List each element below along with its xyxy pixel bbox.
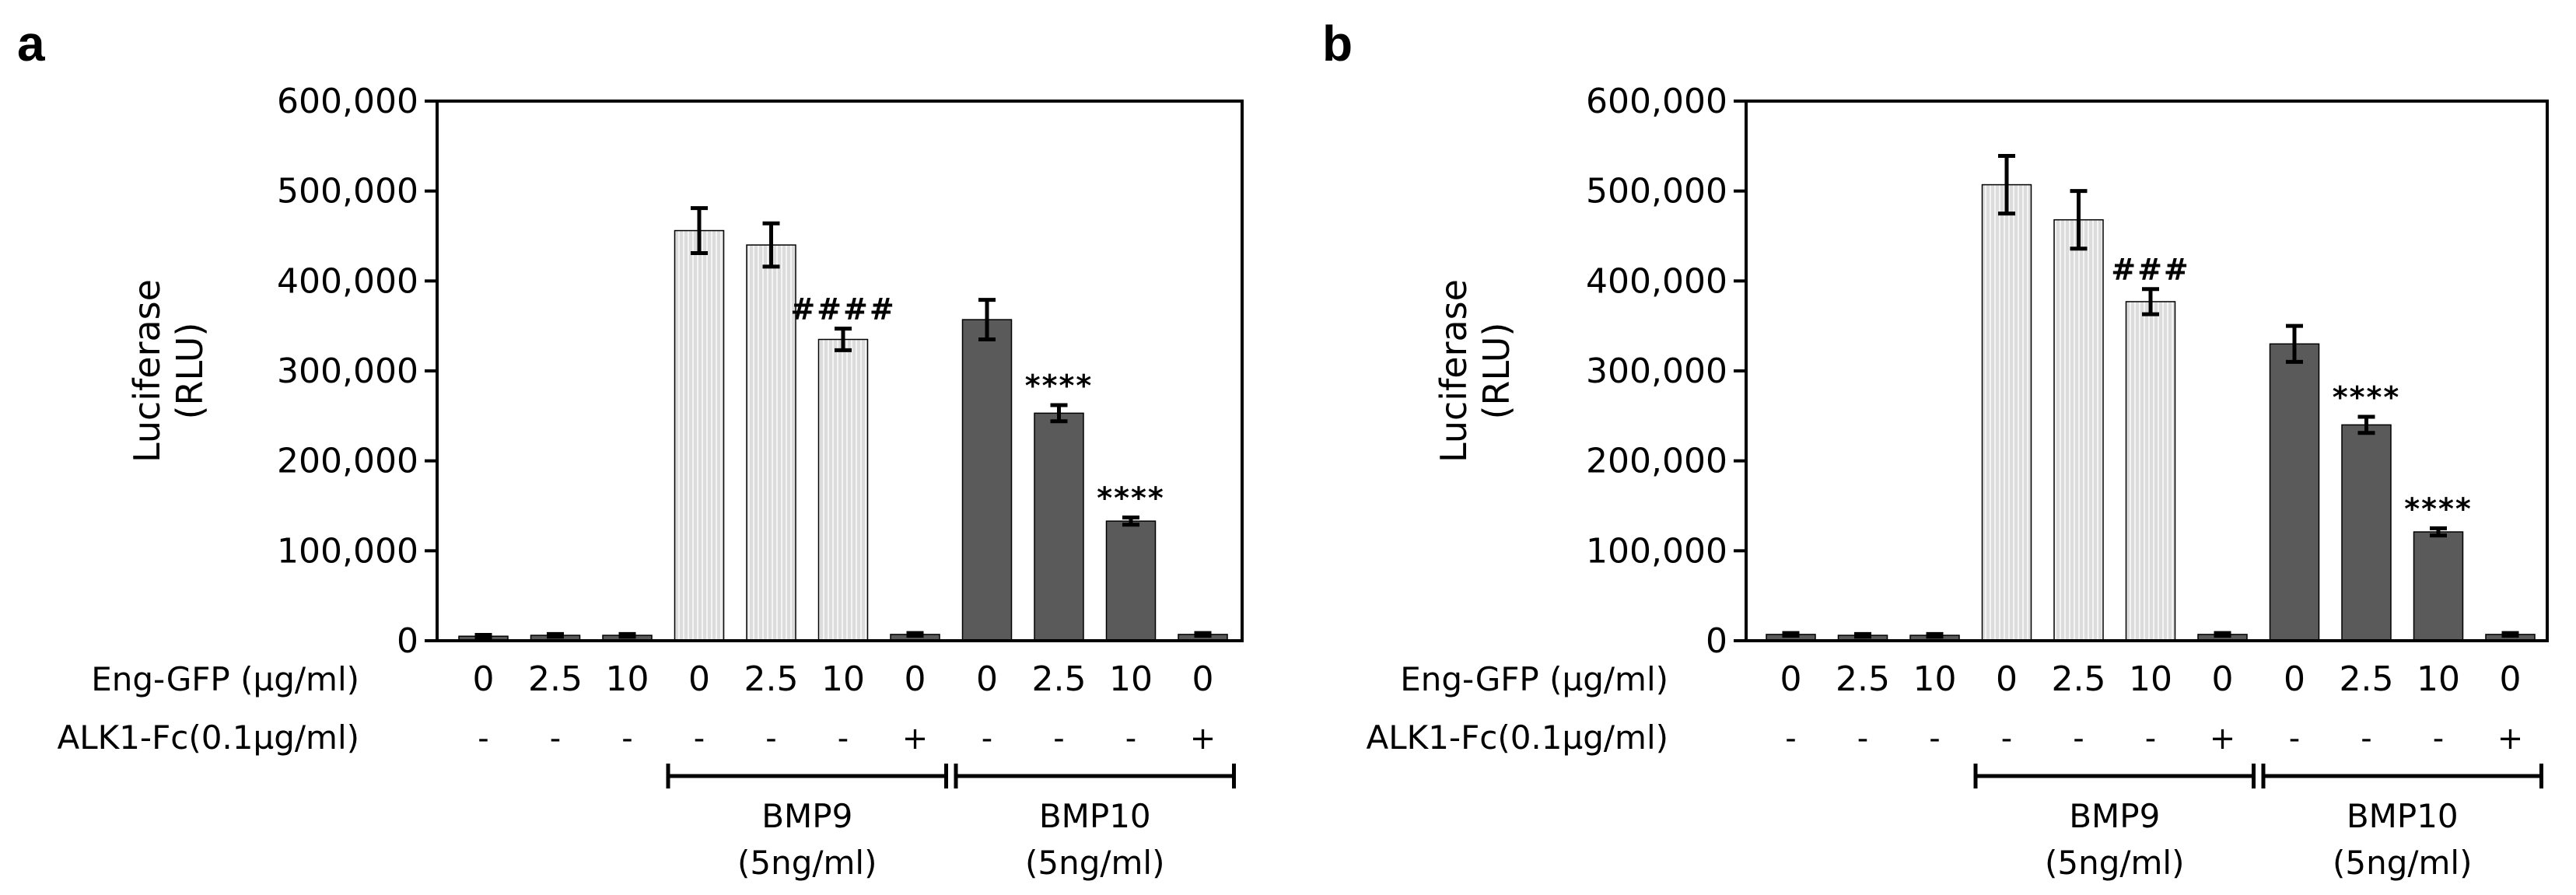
- alk1-fc-sign-label: -: [2145, 721, 2156, 757]
- significance-label: ****: [1025, 369, 1094, 403]
- eng-gfp-dose-label: 2.5: [528, 659, 583, 699]
- eng-gfp-dose-label: 0: [976, 659, 998, 699]
- alk1-fc-sign-label: -: [1053, 721, 1064, 757]
- alk1-fc-sign-label: -: [2361, 721, 2371, 757]
- panel-letter: a: [17, 16, 45, 72]
- group-label-name: BMP9: [2069, 797, 2160, 835]
- eng-gfp-dose-label: 10: [606, 659, 649, 699]
- eng-gfp-dose-label: 10: [821, 659, 865, 699]
- y-tick-label: 500,000: [1586, 172, 1727, 212]
- y-tick-label: 500,000: [277, 172, 418, 212]
- bar: [2269, 343, 2320, 642]
- eng-gfp-dose-label: 0: [905, 659, 926, 699]
- alk1-fc-sign-label: -: [550, 721, 561, 757]
- alk1-fc-sign-label: -: [478, 721, 488, 757]
- eng-gfp-dose-label: 10: [2417, 659, 2460, 699]
- bar: [961, 319, 1013, 642]
- bar: [2413, 531, 2464, 642]
- bar: [1981, 184, 2032, 642]
- eng-gfp-dose-label: 2.5: [1836, 659, 1890, 699]
- y-tick-label: 100,000: [277, 531, 418, 571]
- bar: [2125, 301, 2176, 642]
- panel-b: b Luciferase (RLU) 0 - 2.5 - 10 - 0 - 2.5 - ### 10 - 0 +0…: [1322, 16, 2549, 882]
- eng-gfp-row-label: Eng-GFP (µg/ml): [1400, 660, 1668, 698]
- alk1-fc-sign-label: +: [902, 721, 929, 757]
- y-axis-title: Luciferase: [126, 279, 168, 463]
- eng-gfp-dose-label: 2.5: [744, 659, 799, 699]
- bar: [1105, 520, 1157, 642]
- significance-label: ****: [2404, 491, 2473, 526]
- group-label-dose: (5ng/ml): [2045, 844, 2185, 882]
- significance-label: ###: [2111, 253, 2190, 287]
- eng-gfp-dose-label: 0: [1192, 659, 1214, 699]
- group-label-dose: (5ng/ml): [2333, 844, 2473, 882]
- eng-gfp-dose-label: 0: [2500, 659, 2522, 699]
- alk1-fc-sign-label: -: [1857, 721, 1868, 757]
- alk1-fc-sign-label: +: [1190, 721, 1216, 757]
- y-tick-label: 0: [1706, 621, 1727, 661]
- bar: [1034, 412, 1084, 642]
- significance-label: ****: [1097, 481, 1165, 516]
- panel-a: a Luciferase (RLU) 0 - 2.5 - 10 - 0 - 2.5 - #### 10 - 0 +…: [17, 16, 1244, 882]
- bar: [674, 229, 725, 642]
- alk1-fc-sign-label: +: [2210, 721, 2236, 757]
- eng-gfp-dose-label: 2.5: [2052, 659, 2106, 699]
- significance-label: ####: [790, 292, 895, 327]
- alk1-fc-sign-label: -: [765, 721, 776, 757]
- eng-gfp-dose-label: 0: [473, 659, 495, 699]
- y-tick-label: 200,000: [277, 442, 418, 481]
- eng-gfp-dose-label: 10: [2129, 659, 2172, 699]
- alk1-fc-sign-label: -: [621, 721, 632, 757]
- alk1-fc-sign-label: -: [694, 721, 705, 757]
- group-label-dose: (5ng/ml): [1025, 844, 1165, 882]
- alk1-fc-sign-label: -: [838, 721, 849, 757]
- alk1-fc-sign-label: -: [2289, 721, 2300, 757]
- alk1-fc-sign-label: -: [2001, 721, 2012, 757]
- bar: [817, 338, 869, 642]
- alk1-fc-sign-label: -: [1785, 721, 1796, 757]
- y-tick-label: 100,000: [1586, 531, 1727, 571]
- y-tick-label: 400,000: [1586, 261, 1727, 301]
- eng-gfp-row-label: Eng-GFP (µg/ml): [91, 660, 359, 698]
- alk1-fc-row-label: ALK1-Fc(0.1µg/ml): [1367, 718, 1668, 757]
- y-tick-label: 0: [397, 621, 418, 661]
- group-label-dose: (5ng/ml): [737, 844, 877, 882]
- y-axis-title: Luciferase: [1433, 279, 1475, 463]
- eng-gfp-dose-label: 0: [2212, 659, 2234, 699]
- eng-gfp-dose-label: 0: [688, 659, 710, 699]
- eng-gfp-dose-label: 0: [1780, 659, 1802, 699]
- alk1-fc-row-label: ALK1-Fc(0.1µg/ml): [58, 718, 359, 757]
- bar: [2341, 424, 2392, 642]
- group-label-name: BMP9: [761, 797, 852, 835]
- y-tick-label: 300,000: [1586, 351, 1727, 391]
- group-label-name: BMP10: [1039, 797, 1151, 835]
- eng-gfp-dose-label: 10: [1913, 659, 1957, 699]
- y-tick-label: 600,000: [1586, 82, 1727, 121]
- alk1-fc-sign-label: -: [1929, 721, 1940, 757]
- y-axis-unit: (RLU): [1475, 323, 1517, 420]
- y-tick-label: 600,000: [277, 82, 418, 121]
- group-label-name: BMP10: [2347, 797, 2459, 835]
- eng-gfp-dose-label: 0: [2284, 659, 2305, 699]
- eng-gfp-dose-label: 2.5: [2340, 659, 2394, 699]
- panel-letter: b: [1322, 16, 1353, 72]
- bar: [2053, 219, 2104, 642]
- alk1-fc-sign-label: -: [982, 721, 992, 757]
- y-tick-label: 200,000: [1586, 442, 1727, 481]
- y-axis-unit: (RLU): [169, 323, 211, 420]
- alk1-fc-sign-label: -: [2433, 721, 2444, 757]
- alk1-fc-sign-label: +: [2497, 721, 2524, 757]
- bar: [746, 244, 796, 642]
- y-tick-label: 400,000: [277, 261, 418, 301]
- eng-gfp-dose-label: 0: [1996, 659, 2018, 699]
- eng-gfp-dose-label: 10: [1109, 659, 1153, 699]
- significance-label: ****: [2333, 380, 2401, 414]
- alk1-fc-sign-label: -: [2073, 721, 2084, 757]
- y-tick-label: 300,000: [277, 351, 418, 391]
- eng-gfp-dose-label: 2.5: [1032, 659, 1087, 699]
- alk1-fc-sign-label: -: [1125, 721, 1136, 757]
